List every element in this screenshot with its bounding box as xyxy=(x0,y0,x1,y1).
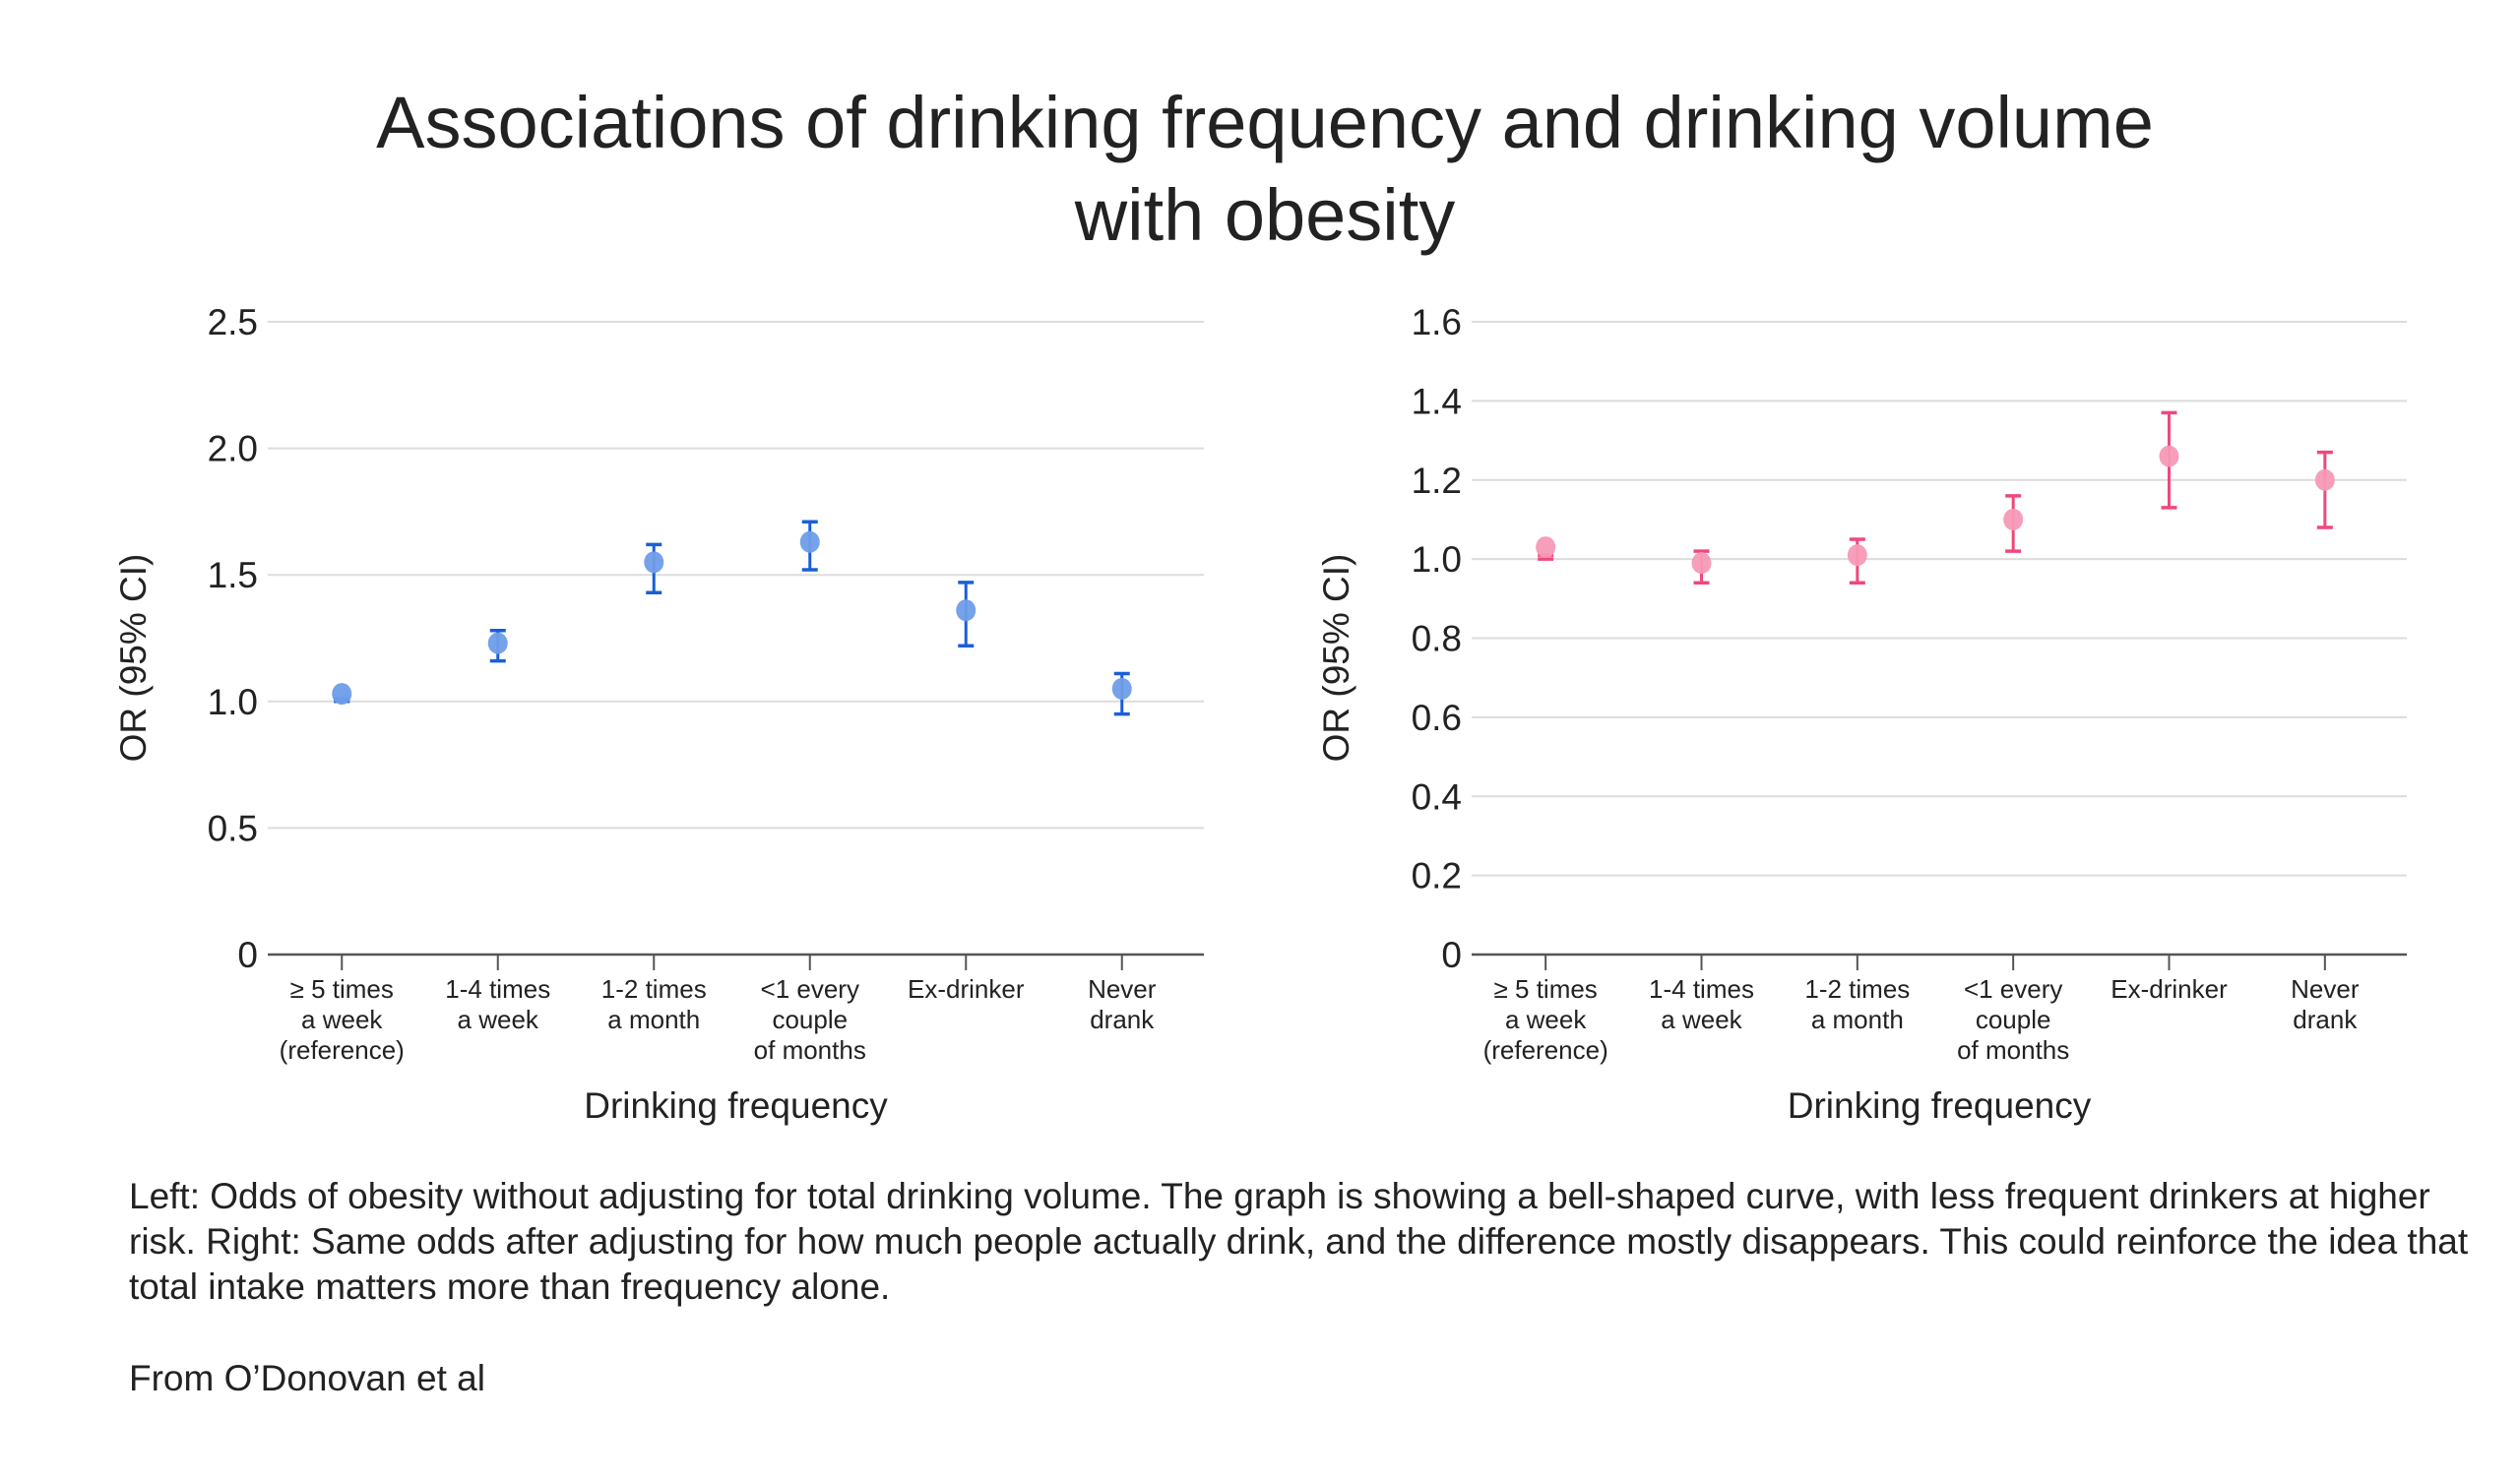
y-axis-label: OR (95% CI) xyxy=(1316,554,1356,763)
x-tick-label: a month xyxy=(1811,1005,1904,1034)
x-tick-label: <1 every xyxy=(1964,974,2062,1004)
data-point xyxy=(1111,677,1132,700)
x-tick-label: (reference) xyxy=(1483,1035,1608,1065)
y-tick-label: 0 xyxy=(1441,935,1462,975)
data-point xyxy=(487,632,508,654)
x-tick-label: Never xyxy=(2291,974,2360,1004)
x-tick-label: 1-4 times xyxy=(445,974,550,1004)
x-tick-label: 1-2 times xyxy=(1804,974,1910,1004)
x-tick-label: couple xyxy=(1976,1005,2051,1034)
x-tick-label: Ex-drinker xyxy=(2110,974,2228,1004)
y-tick-label: 0.2 xyxy=(1412,856,1462,896)
y-tick-label: 1.0 xyxy=(208,682,258,722)
y-tick-label: 2.0 xyxy=(208,429,258,469)
figure-caption: Left: Odds of obesity without adjusting … xyxy=(129,1176,2469,1307)
x-tick-label: a week xyxy=(458,1005,539,1034)
x-tick-label: Never xyxy=(1088,974,1157,1004)
x-tick-label: ≥ 5 times xyxy=(290,974,394,1004)
y-tick-label: 1.4 xyxy=(1412,381,1462,421)
data-point xyxy=(332,683,352,706)
data-point xyxy=(2003,508,2024,530)
data-point xyxy=(2159,445,2179,467)
data-point xyxy=(1536,536,1556,559)
x-tick-label: 1-4 times xyxy=(1649,974,1754,1004)
data-point xyxy=(956,599,976,622)
title-line-2: with obesity xyxy=(1074,174,1456,256)
x-tick-label: drank xyxy=(1090,1005,1155,1034)
source-credit: From O’Donovan et al xyxy=(129,1358,485,1398)
y-tick-label: 1.5 xyxy=(208,555,258,595)
data-point xyxy=(1691,552,1712,575)
x-tick-label: of months xyxy=(1957,1035,2069,1065)
x-tick-label: a week xyxy=(301,1005,383,1034)
data-point xyxy=(799,530,820,553)
y-axis-label: OR (95% CI) xyxy=(113,554,154,763)
x-tick-label: drank xyxy=(2293,1005,2358,1034)
x-tick-label: of months xyxy=(754,1035,866,1065)
x-tick-label: a week xyxy=(1661,1005,1742,1034)
x-tick-label: a month xyxy=(607,1005,700,1034)
x-tick-label: (reference) xyxy=(280,1035,405,1065)
title-line-1: Associations of drinking frequency and d… xyxy=(376,82,2154,163)
x-axis-label: Drinking frequency xyxy=(584,1085,888,1126)
data-point xyxy=(644,551,664,574)
x-axis-label: Drinking frequency xyxy=(1788,1085,2092,1126)
y-tick-label: 2.5 xyxy=(208,302,258,342)
x-tick-label: couple xyxy=(772,1005,848,1034)
y-tick-label: 0.4 xyxy=(1412,776,1462,817)
x-tick-label: ≥ 5 times xyxy=(1494,974,1598,1004)
x-tick-label: <1 every xyxy=(761,974,859,1004)
data-point xyxy=(1847,544,1867,567)
chart-title: Associations of drinking frequency and d… xyxy=(0,77,2520,262)
y-tick-label: 1.0 xyxy=(1412,539,1462,580)
y-tick-label: 0.5 xyxy=(208,808,258,848)
y-tick-label: 0.6 xyxy=(1412,698,1462,738)
y-tick-label: 1.2 xyxy=(1412,461,1462,501)
y-tick-label: 0.8 xyxy=(1412,619,1462,659)
data-point xyxy=(2314,468,2335,491)
x-tick-label: 1-2 times xyxy=(601,974,707,1004)
y-tick-label: 0 xyxy=(237,935,258,975)
x-tick-label: Ex-drinker xyxy=(908,974,1025,1004)
y-tick-label: 1.6 xyxy=(1412,302,1462,342)
x-tick-label: a week xyxy=(1505,1005,1587,1034)
